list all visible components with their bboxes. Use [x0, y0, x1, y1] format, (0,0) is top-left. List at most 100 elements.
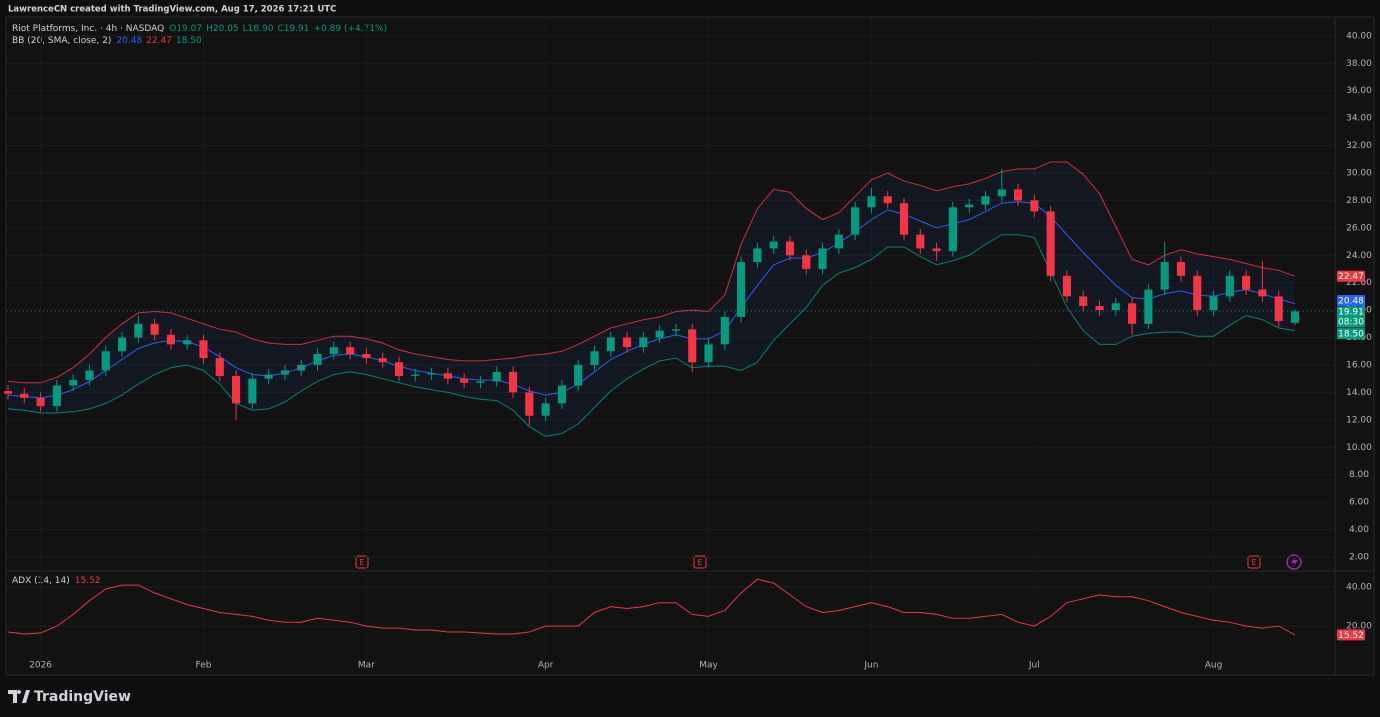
- y-tick-label: 10.00: [1346, 443, 1372, 453]
- symbol-title: Riot Platforms, Inc. · 4h · NASDAQ: [12, 24, 164, 34]
- x-tick-label: 2026: [29, 661, 52, 671]
- x-tick-label: Mar: [358, 661, 375, 671]
- candle-body: [590, 351, 599, 365]
- candle-body: [965, 204, 974, 208]
- y-tick-label: 34.00: [1346, 114, 1372, 124]
- price-tag-label: 18.50: [1338, 330, 1364, 340]
- candle-body: [3, 391, 13, 394]
- candle-body: [378, 358, 387, 363]
- x-tick-label: Aug: [1205, 661, 1223, 671]
- event-icon-bolt: [1291, 557, 1298, 567]
- candle-body: [411, 374, 420, 376]
- candle-body: [117, 337, 127, 352]
- candle-body: [150, 323, 159, 335]
- y-tick-label: 22.00: [1346, 278, 1372, 288]
- candle-body: [1046, 211, 1055, 276]
- candle-body: [36, 397, 45, 407]
- candle-body: [997, 189, 1006, 197]
- legend-low: L18.90: [243, 24, 274, 34]
- candle-body: [622, 337, 632, 348]
- x-tick-label: May: [699, 661, 718, 671]
- candle-body: [1290, 311, 1300, 323]
- y-tick-label: 4.00: [1349, 525, 1369, 535]
- candle-body: [704, 344, 713, 363]
- earnings-label: E: [697, 558, 702, 567]
- candle-body: [916, 234, 925, 249]
- candle-body: [720, 316, 729, 345]
- price-tag-label: 19.91: [1338, 307, 1364, 317]
- earnings-marker[interactable]: [1247, 555, 1261, 569]
- bb-legend: BB (20, SMA, close, 2) 20.48 22.47 18.50: [12, 36, 202, 46]
- legend-open: O19.07: [169, 24, 202, 34]
- candle-body: [1160, 262, 1169, 290]
- candle-body: [948, 207, 957, 252]
- candle-body: [639, 337, 648, 348]
- candle-body: [769, 241, 778, 249]
- price-tag: [1337, 270, 1365, 282]
- adx-value: 15.52: [75, 576, 101, 586]
- candle-body: [492, 371, 501, 382]
- candle-body: [1144, 289, 1153, 324]
- price-tag: [1337, 295, 1365, 307]
- earnings-label: E: [1251, 558, 1256, 567]
- candle-body: [362, 354, 371, 359]
- earnings-label: E: [359, 558, 364, 567]
- x-tick-label: Apr: [538, 661, 554, 671]
- candle-body: [1225, 275, 1234, 297]
- candle-body: [688, 329, 697, 363]
- candle-body: [346, 347, 355, 354]
- earnings-marker[interactable]: [693, 555, 707, 569]
- candle-body: [753, 248, 762, 263]
- candle-body: [69, 380, 78, 386]
- candle-body: [297, 364, 306, 371]
- adx-line: [7, 578, 1296, 636]
- candle-body: [215, 358, 224, 376]
- candle-body: [541, 403, 550, 416]
- candle-body: [1274, 296, 1283, 322]
- candle-body: [476, 381, 485, 383]
- candle-body: [1258, 289, 1267, 297]
- brand: TradingView: [8, 689, 131, 705]
- candle-body: [508, 371, 518, 393]
- candle-body: [802, 255, 811, 269]
- candles: [3, 168, 1300, 426]
- price-tag-label: 15.52: [1338, 631, 1364, 641]
- attribution: LawrenceCN created with TradingView.com,…: [8, 5, 336, 15]
- candle-body: [785, 241, 795, 256]
- y-tick-label: 36.00: [1346, 86, 1372, 96]
- candle-body: [1111, 303, 1120, 311]
- bb-line: [7, 234, 1296, 437]
- price-tag: [1337, 629, 1365, 641]
- candle-body: [851, 207, 860, 235]
- candle-body: [525, 392, 534, 416]
- earnings-marker[interactable]: [355, 555, 369, 569]
- y-tick-label: 8.00: [1349, 470, 1369, 480]
- bb-lower-value: 18.50: [176, 36, 202, 46]
- candle-body: [834, 234, 843, 249]
- candle-body: [427, 373, 436, 375]
- candle-body: [232, 375, 241, 404]
- candle-body: [264, 374, 273, 379]
- candle-body: [737, 262, 746, 317]
- countdown-label: 08:30: [1338, 317, 1364, 327]
- legend-change: +0.89 (+4.71%): [314, 24, 388, 34]
- candle-body: [248, 378, 257, 404]
- earnings-markers: E E E: [355, 554, 1302, 570]
- y-tick-label: 6.00: [1349, 498, 1369, 508]
- candle-body: [1128, 303, 1137, 324]
- event-icon[interactable]: [1286, 554, 1302, 570]
- y-tick-label: 40.00: [1346, 583, 1372, 593]
- y-tick-label: 14.00: [1346, 388, 1372, 398]
- y-tick-label: 26.00: [1346, 223, 1372, 233]
- legend-high: H20.05: [206, 24, 239, 34]
- candle-body: [280, 370, 290, 375]
- bb-title: BB (20, SMA, close, 2): [12, 36, 111, 46]
- candle-body: [671, 329, 681, 331]
- price-tag-label: 22.47: [1338, 272, 1364, 282]
- y-tick-label: 32.00: [1346, 141, 1372, 151]
- brand-name: TradingView: [34, 689, 131, 705]
- y-tick-label: 12.00: [1346, 415, 1372, 425]
- candle-body: [1095, 306, 1104, 311]
